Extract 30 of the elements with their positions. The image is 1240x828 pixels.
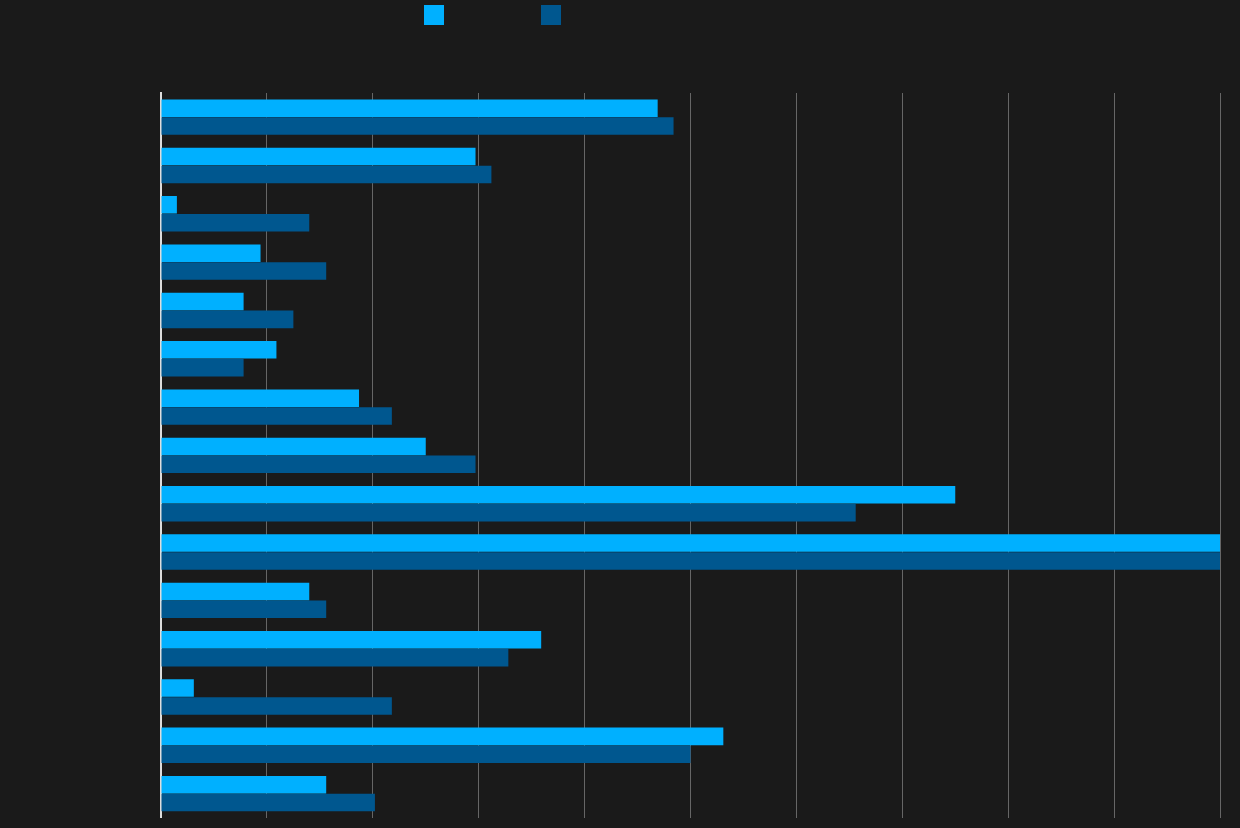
bar — [161, 455, 476, 474]
bar — [161, 679, 194, 697]
bar — [161, 486, 956, 504]
bar — [161, 793, 375, 812]
bar — [161, 244, 261, 262]
bar — [161, 310, 294, 329]
bar — [161, 117, 674, 135]
bar — [161, 341, 277, 359]
bar — [161, 582, 310, 601]
bar — [161, 99, 658, 117]
bar — [161, 745, 691, 764]
bar — [161, 600, 327, 619]
bar — [161, 552, 1220, 570]
bar — [161, 165, 492, 184]
bar — [161, 147, 476, 166]
bar — [161, 292, 244, 311]
bar — [161, 262, 327, 280]
bar — [161, 196, 177, 214]
bar — [161, 213, 310, 232]
bar — [161, 648, 509, 667]
bar — [161, 503, 856, 522]
bar — [161, 389, 360, 407]
bar — [161, 437, 426, 456]
bar — [161, 534, 1220, 552]
bar — [161, 775, 327, 794]
bar — [161, 407, 392, 425]
bar — [161, 358, 244, 377]
bar — [161, 630, 542, 649]
bar — [161, 727, 724, 746]
bar — [161, 697, 392, 715]
